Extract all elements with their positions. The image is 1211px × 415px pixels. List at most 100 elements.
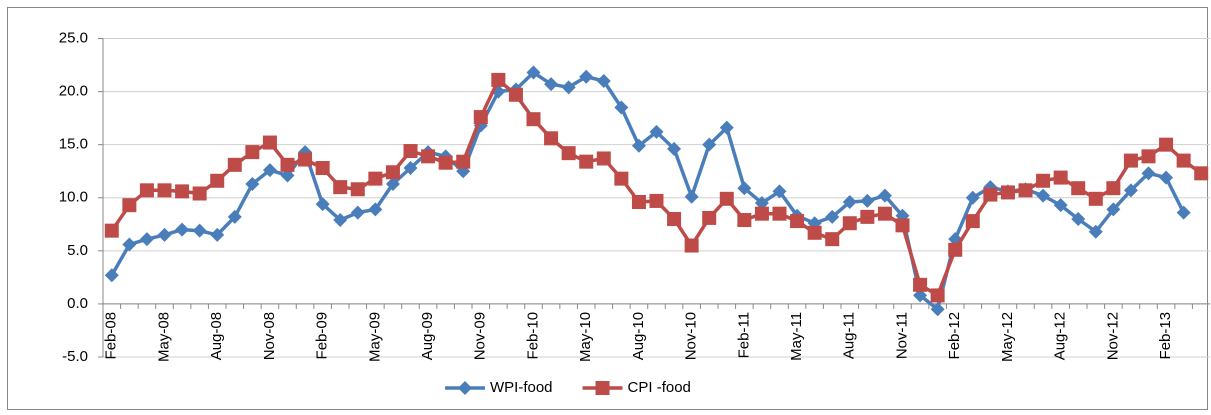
data-point [614, 171, 629, 186]
x-tick-label: May-12 [999, 312, 1016, 362]
data-point [1141, 149, 1156, 164]
data-point [280, 168, 295, 183]
data-point [508, 87, 523, 102]
data-point [1000, 185, 1015, 200]
data-point [227, 209, 242, 224]
data-point [825, 209, 840, 224]
data-point [122, 198, 137, 213]
x-tick-label: Feb-10 [524, 312, 541, 360]
data-point [667, 211, 682, 226]
data-point [1071, 181, 1086, 196]
data-point [1123, 153, 1138, 168]
data-point [877, 206, 892, 221]
data-point [315, 197, 330, 212]
data-point [614, 100, 629, 115]
data-point [175, 222, 190, 237]
data-point [561, 146, 576, 161]
data-point [1071, 211, 1086, 226]
data-point [1159, 137, 1174, 152]
y-tick-label: 10.0 [59, 189, 88, 206]
y-tick-label: 25.0 [59, 29, 88, 46]
legend-marker [458, 381, 472, 395]
x-tick-label: Aug-12 [1052, 312, 1069, 360]
data-point [631, 138, 646, 153]
data-point [737, 213, 752, 228]
data-point [930, 288, 945, 303]
data-point [385, 176, 400, 191]
data-point [561, 80, 576, 95]
data-point [772, 206, 787, 221]
data-point [860, 209, 875, 224]
y-tick-label: 20.0 [59, 83, 88, 100]
data-point [807, 225, 822, 240]
x-tick-label: Aug-08 [208, 312, 225, 360]
data-point [649, 124, 664, 139]
x-tick-label: Nov-10 [683, 312, 700, 360]
data-point [544, 131, 559, 146]
data-point [1036, 173, 1051, 188]
data-point [754, 206, 769, 221]
legend-marker [595, 381, 610, 395]
data-point [1123, 183, 1138, 198]
data-point [1036, 188, 1051, 203]
data-point [262, 135, 277, 150]
data-point [860, 193, 875, 208]
data-point [1088, 224, 1103, 239]
data-point [280, 157, 295, 172]
data-point [245, 145, 260, 160]
data-point [930, 302, 945, 317]
data-point [245, 176, 260, 191]
data-point [913, 277, 928, 292]
data-point [1141, 166, 1156, 181]
y-tick-label: 5.0 [67, 242, 88, 259]
data-point [895, 218, 910, 233]
data-point [877, 188, 892, 203]
data-point [385, 165, 400, 180]
x-tick-label: Feb-11 [735, 312, 752, 358]
data-point [772, 184, 787, 199]
data-point [965, 190, 980, 205]
data-point [157, 183, 172, 198]
data-point [473, 110, 488, 125]
y-tick-label: -5.0 [62, 348, 88, 365]
data-point [913, 288, 928, 303]
data-point [210, 173, 225, 188]
data-point [754, 196, 769, 211]
data-point [403, 161, 418, 176]
legend-item: WPI-food [445, 379, 553, 396]
data-point [368, 171, 383, 186]
y-tick-label: 0.0 [67, 295, 88, 312]
data-point [842, 216, 857, 231]
x-tick-label: Nov-12 [1104, 312, 1121, 360]
data-point [983, 187, 998, 202]
legend-item: CPI -food [582, 379, 691, 396]
data-point [737, 181, 752, 196]
data-point [298, 152, 313, 167]
data-point [1053, 170, 1068, 185]
data-point [631, 194, 646, 209]
data-point [544, 77, 559, 92]
data-point [403, 144, 418, 159]
data-point [1106, 202, 1121, 217]
data-point [104, 268, 119, 283]
data-point [456, 154, 471, 169]
data-point [192, 223, 207, 238]
data-point [596, 73, 611, 88]
data-point [210, 227, 225, 242]
data-point [1053, 198, 1068, 213]
data-point [719, 120, 734, 135]
data-point [526, 112, 541, 127]
data-point [262, 163, 277, 178]
data-point [139, 232, 154, 247]
data-point [139, 183, 154, 198]
data-point [1176, 205, 1191, 220]
data-point [157, 227, 172, 242]
legend-label: CPI -food [628, 379, 691, 396]
x-tick-label: Aug-09 [419, 312, 436, 360]
data-point [1159, 170, 1174, 185]
data-point [1018, 183, 1033, 198]
data-point [350, 182, 365, 197]
data-point [421, 149, 436, 164]
data-point [350, 205, 365, 220]
data-point [579, 154, 594, 169]
